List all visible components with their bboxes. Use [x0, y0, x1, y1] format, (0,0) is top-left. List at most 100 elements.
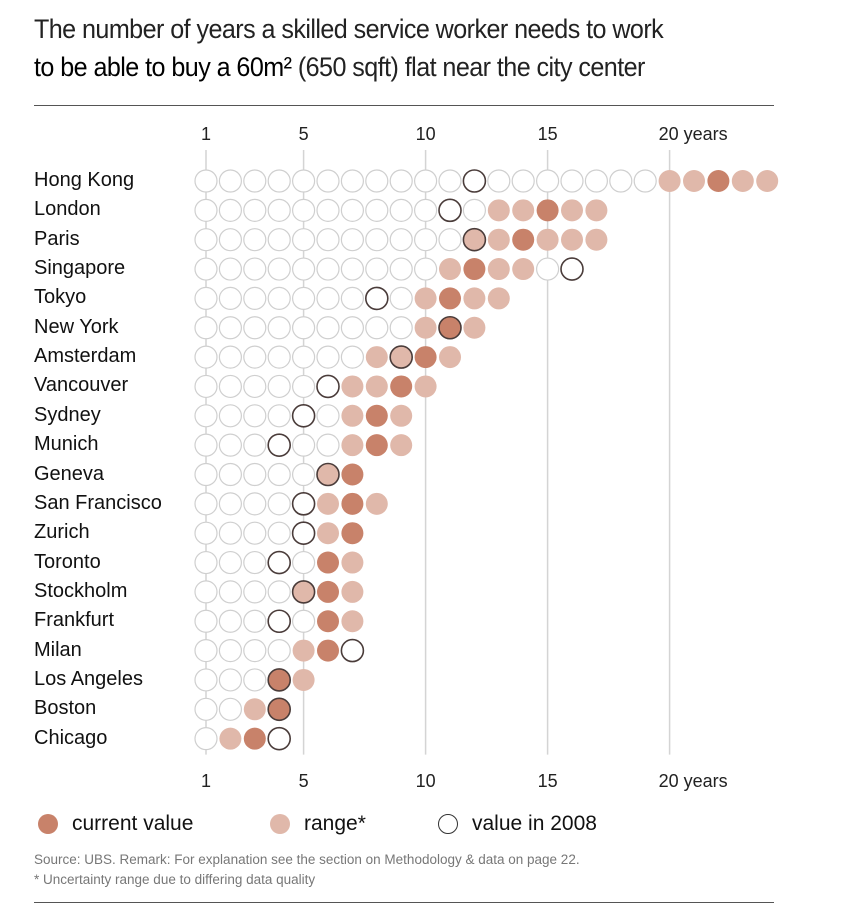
empty-dot	[194, 609, 218, 633]
city-label: Stockholm	[34, 579, 128, 602]
range-dot	[439, 258, 461, 281]
city-label: Singapore	[34, 257, 126, 280]
range-dot-2008	[462, 227, 487, 252]
range-dot	[292, 639, 315, 662]
empty-dot	[365, 198, 389, 222]
legend-range-swatch-icon	[270, 814, 290, 834]
empty-dot	[340, 228, 364, 252]
empty-dot	[365, 228, 389, 252]
range-dot	[341, 610, 364, 633]
range-dot-2008	[389, 345, 414, 369]
x-tick-top-10: 10	[415, 124, 436, 144]
x-tick-top-20: 20 years	[658, 124, 728, 144]
empty-dot	[194, 374, 218, 399]
range-dot	[341, 375, 364, 398]
empty-dot	[267, 638, 291, 663]
current-dot	[365, 404, 388, 427]
current-dot	[317, 610, 339, 633]
empty-dot	[316, 433, 340, 457]
empty-dot	[462, 198, 486, 222]
empty-dot	[267, 521, 291, 545]
empty-dot	[560, 169, 584, 193]
range-dot	[219, 727, 242, 750]
empty-dot	[218, 169, 242, 193]
range-dot	[365, 346, 388, 369]
source-note: Source: UBS. Remark: For explanation see…	[34, 852, 580, 867]
empty-dot	[389, 228, 413, 252]
current-dot	[317, 639, 339, 662]
empty-dot	[218, 404, 242, 428]
range-dot	[414, 375, 437, 398]
empty-dot-2008	[267, 550, 292, 575]
title-line-2-bold: to be able to buy a 60m²	[34, 52, 298, 82]
empty-dot	[414, 228, 438, 252]
empty-dot	[243, 316, 267, 340]
empty-dot	[218, 697, 242, 721]
empty-dot	[292, 228, 316, 252]
empty-dot	[292, 462, 316, 487]
city-label: New York	[34, 315, 119, 338]
empty-dot	[365, 257, 389, 281]
city-label: Toronto	[34, 550, 101, 573]
bottom-rule	[34, 902, 774, 903]
range-dot	[292, 668, 315, 691]
empty-dot	[218, 550, 242, 575]
empty-dot	[243, 257, 267, 281]
range-dot-2008	[316, 462, 340, 487]
empty-dot	[218, 609, 242, 633]
range-dot	[390, 404, 413, 427]
city-label: Tokyo	[34, 286, 87, 309]
title-line-1: The number of years a skilled service wo…	[34, 14, 664, 44]
empty-dot	[316, 404, 340, 428]
empty-dot	[194, 345, 218, 369]
empty-dot	[267, 492, 291, 516]
empty-dot	[267, 316, 291, 340]
empty-dot	[194, 316, 218, 340]
range-dot	[365, 375, 388, 398]
empty-dot	[194, 257, 218, 281]
empty-dot	[292, 286, 316, 310]
legend-range: range*	[270, 812, 366, 836]
title-line-2-rest: (650 sqft) flat near the city center	[297, 52, 646, 82]
range-dot	[487, 228, 510, 251]
empty-dot	[243, 550, 267, 575]
empty-dot	[609, 169, 633, 193]
empty-dot	[218, 286, 242, 310]
city-label: Amsterdam	[34, 345, 137, 368]
empty-dot	[218, 433, 242, 457]
legend-current-label: current value	[72, 812, 194, 835]
empty-dot	[194, 550, 218, 575]
empty-dot-2008	[340, 638, 365, 663]
empty-dot	[243, 462, 267, 487]
uncertainty-note: * Uncertainty range due to differing dat…	[34, 872, 316, 887]
empty-dot	[218, 345, 242, 369]
empty-dot	[194, 169, 218, 193]
empty-dot	[243, 345, 267, 369]
city-label: Geneva	[34, 462, 105, 485]
empty-dot	[535, 257, 560, 281]
current-dot	[439, 287, 461, 310]
range-dot	[536, 228, 559, 251]
range-dot	[414, 316, 437, 339]
empty-dot	[633, 169, 657, 193]
range-dot-2008	[291, 580, 316, 604]
empty-dot	[316, 169, 340, 193]
city-label: Paris	[34, 227, 80, 250]
empty-dot	[218, 316, 242, 340]
empty-dot	[414, 257, 438, 281]
empty-dot	[511, 169, 535, 193]
city-label: Los Angeles	[34, 667, 143, 690]
x-tick-bottom-15: 15	[537, 771, 558, 791]
current-dot	[512, 228, 535, 251]
empty-dot	[292, 345, 316, 369]
empty-dot	[438, 228, 462, 252]
city-label: Sydney	[34, 403, 101, 426]
empty-dot	[389, 257, 413, 281]
empty-dot	[316, 345, 340, 369]
empty-dot-2008	[291, 521, 316, 546]
empty-dot-2008	[267, 433, 292, 457]
range-dot	[585, 228, 608, 251]
empty-dot	[340, 198, 364, 222]
current-dot	[341, 463, 364, 486]
x-tick-top-1: 1	[200, 124, 212, 144]
